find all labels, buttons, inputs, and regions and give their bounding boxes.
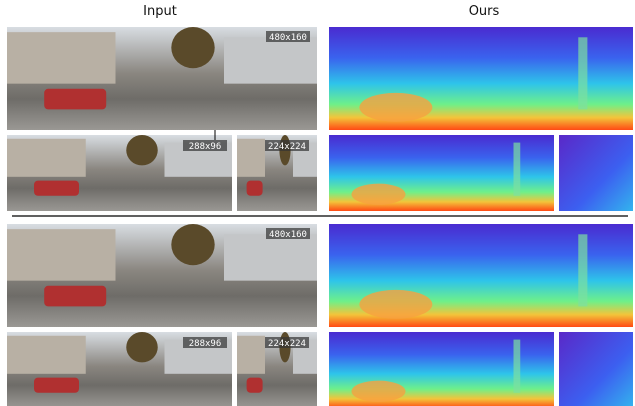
depth-blob xyxy=(351,380,406,402)
building xyxy=(7,138,86,177)
car xyxy=(34,180,79,196)
depth-pole xyxy=(513,142,521,196)
car xyxy=(246,377,263,393)
size-tag: 480x160 xyxy=(269,33,307,43)
building xyxy=(237,138,265,177)
depth-map xyxy=(559,135,633,211)
tree xyxy=(171,26,215,69)
header-ours: Ours xyxy=(469,4,500,19)
depth-pole xyxy=(578,37,588,110)
depth-blob xyxy=(359,92,433,122)
size-tag-bg xyxy=(266,228,310,239)
size-tag: 224x224 xyxy=(268,142,306,152)
building xyxy=(237,335,265,374)
tree xyxy=(126,332,158,363)
size-tag: 224x224 xyxy=(268,339,306,349)
depth-pole xyxy=(578,234,588,307)
size-tag-bg xyxy=(183,337,227,348)
tree xyxy=(126,135,158,166)
building xyxy=(7,335,86,374)
building xyxy=(224,37,317,84)
car xyxy=(44,88,107,110)
size-tag-bg xyxy=(266,31,310,42)
size-tag-bg xyxy=(265,140,309,151)
tree xyxy=(171,224,215,266)
size-tag-bg xyxy=(265,337,309,348)
header-input: Input xyxy=(143,4,177,19)
building xyxy=(7,229,116,281)
building xyxy=(224,234,317,281)
depth-blob xyxy=(351,183,406,205)
depth-blob xyxy=(359,289,433,319)
car xyxy=(44,285,107,307)
depth-map xyxy=(559,332,633,406)
car xyxy=(246,180,263,196)
size-tag: 288x96 xyxy=(189,142,222,152)
car xyxy=(34,377,79,393)
depth-pole xyxy=(513,339,521,393)
size-tag: 288x96 xyxy=(189,339,222,349)
building xyxy=(7,32,116,84)
size-tag-bg xyxy=(183,140,227,151)
size-tag: 480x160 xyxy=(269,230,307,240)
